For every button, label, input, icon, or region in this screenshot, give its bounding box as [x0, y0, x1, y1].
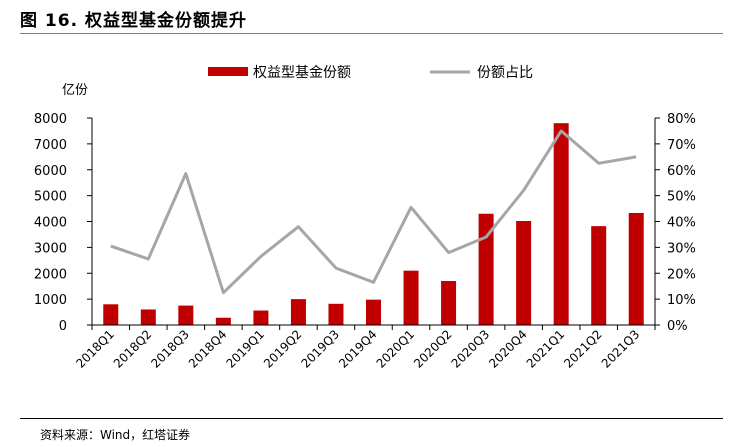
line-series	[110, 129, 637, 295]
bar-2020Q2	[441, 281, 457, 325]
x-tick-label-2018Q3: 2018Q3	[148, 327, 192, 371]
x-tick-label-2018Q1: 2018Q1	[73, 327, 117, 371]
bar-2018Q2	[140, 309, 156, 325]
figure-title: 图 16. 权益型基金份额提升	[20, 11, 247, 31]
title-divider	[20, 33, 723, 34]
footer-divider	[20, 418, 723, 419]
y-left-tick-label: 3000	[34, 241, 67, 256]
y-left-tick-label: 5000	[34, 190, 67, 205]
bar-2018Q1	[103, 304, 119, 325]
x-tick-label-2020Q2: 2020Q2	[411, 327, 455, 371]
bar-2021Q3	[628, 212, 644, 325]
x-tick-label-2018Q4: 2018Q4	[186, 327, 230, 371]
y-right-tick-label: 70%	[667, 138, 696, 153]
y-left-tick-label: 8000	[34, 112, 67, 127]
bar-2021Q1	[553, 123, 569, 325]
y-left-tick-label: 7000	[34, 138, 67, 153]
source-note: 资料来源：Wind，红塔证券	[40, 428, 191, 442]
bar-2019Q1	[253, 310, 269, 325]
bar-2020Q1	[403, 270, 419, 325]
y-left-tick-label: 2000	[34, 267, 67, 282]
bar-2018Q4	[215, 317, 231, 325]
x-tick-label-2021Q2: 2021Q2	[561, 327, 605, 371]
y-right-tick-label: 0%	[667, 319, 688, 334]
y-right-tick-label: 60%	[667, 164, 696, 179]
y-left-tick-label: 1000	[34, 293, 67, 308]
x-tick-label-2020Q1: 2020Q1	[374, 327, 418, 371]
y-right-tick-label: 40%	[667, 216, 696, 231]
bar-2021Q2	[591, 226, 607, 325]
x-tick-label-2019Q4: 2019Q4	[336, 327, 380, 371]
y-right-tick-label: 80%	[667, 112, 696, 127]
bar-2019Q3	[328, 303, 344, 325]
x-tick-label-2018Q2: 2018Q2	[111, 327, 155, 371]
y-right-tick-label: 30%	[667, 241, 696, 256]
y-right-tick-label: 10%	[667, 293, 696, 308]
y-right-tick-label: 20%	[667, 267, 696, 282]
y-left-axis-label: 亿份	[62, 83, 88, 98]
bar-2018Q3	[178, 305, 194, 325]
x-tick-label-2021Q1: 2021Q1	[524, 327, 568, 371]
legend: 权益型基金份额 份额占比	[208, 64, 533, 81]
legend-bar-swatch	[208, 67, 248, 76]
bar-2019Q4	[366, 299, 381, 325]
y-right-tick-label: 50%	[667, 190, 696, 205]
bar-2020Q3	[478, 213, 494, 325]
x-tick-label-2020Q4: 2020Q4	[486, 327, 530, 371]
x-tick-label-2019Q1: 2019Q1	[223, 327, 267, 371]
x-tick-label-2019Q2: 2019Q2	[261, 327, 305, 371]
x-tick-label-2021Q3: 2021Q3	[599, 327, 643, 371]
legend-bar-label: 权益型基金份额	[253, 64, 351, 81]
bar-2019Q2	[290, 299, 306, 325]
y-left-tick-label: 0	[59, 319, 67, 334]
x-tick-label-2020Q3: 2020Q3	[449, 327, 493, 371]
x-tick-label-2019Q3: 2019Q3	[299, 327, 343, 371]
bar-2020Q4	[516, 220, 532, 325]
bar-series	[103, 123, 644, 325]
y-left-tick-label: 4000	[34, 216, 67, 231]
legend-line-label: 份额占比	[477, 65, 533, 81]
y-left-tick-label: 6000	[34, 164, 67, 179]
